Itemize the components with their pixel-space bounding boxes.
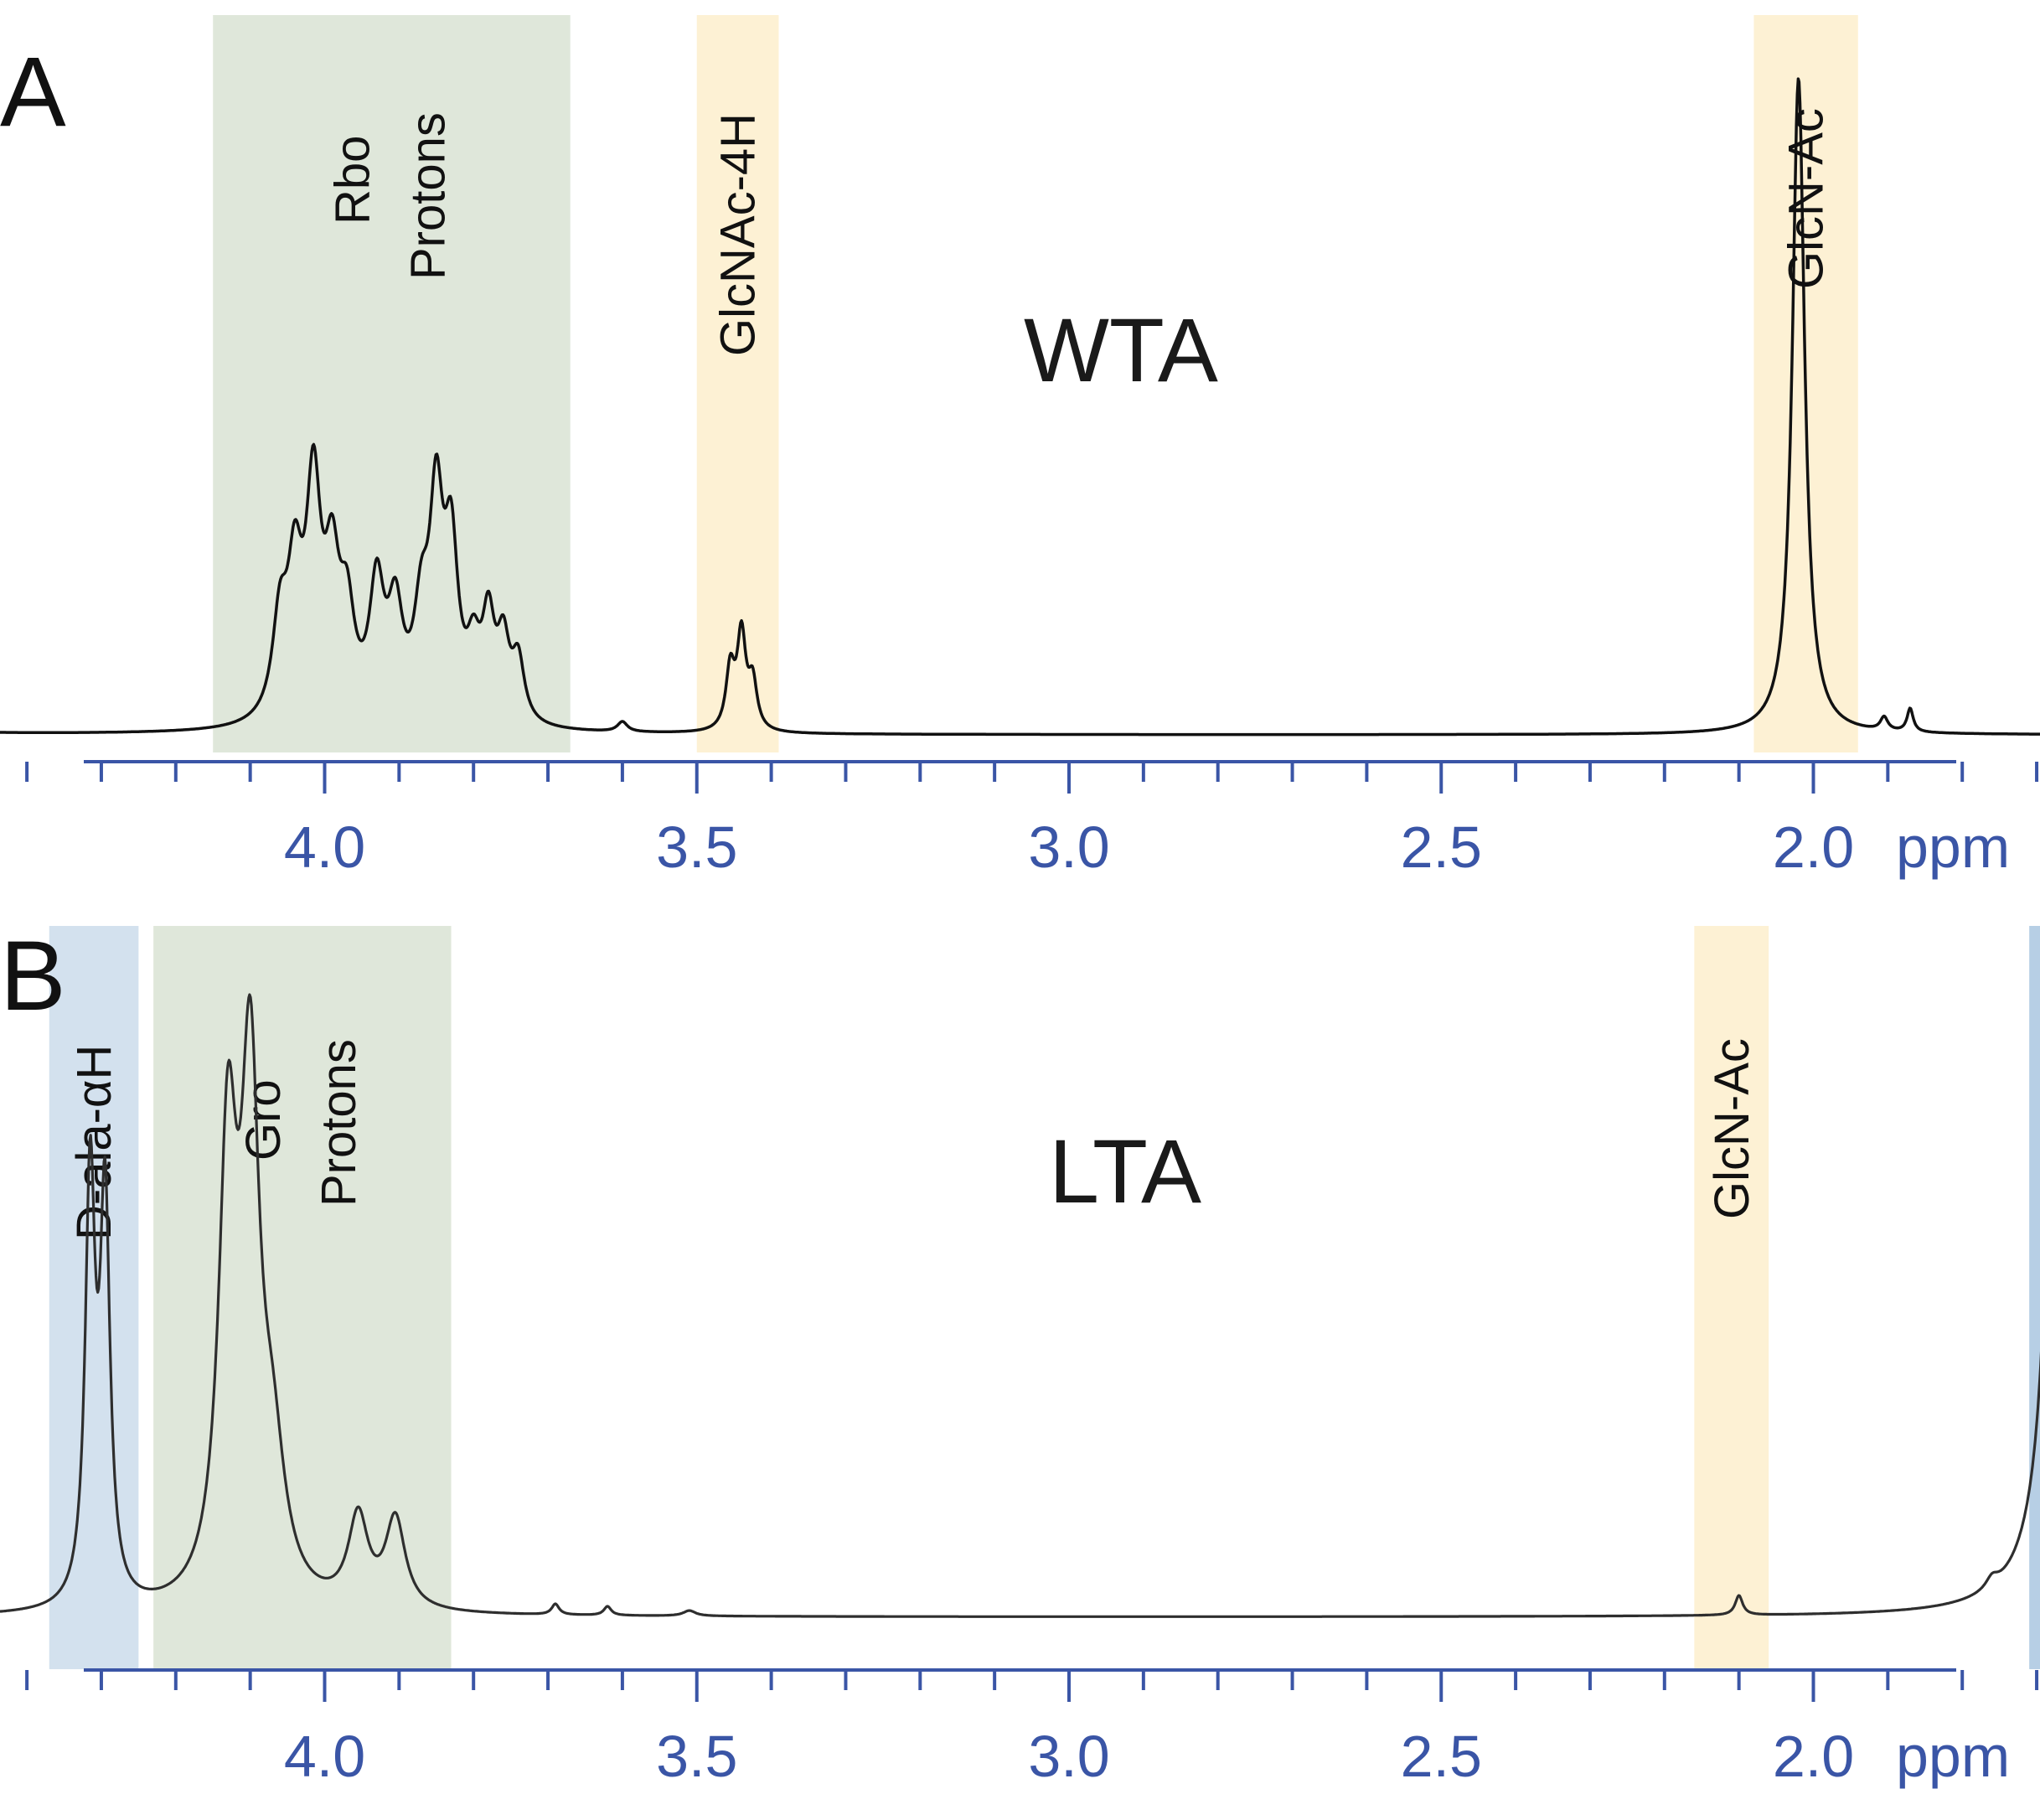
region-label: GlcN-Ac — [1705, 1038, 1759, 1219]
region-band — [49, 926, 139, 1669]
region-band — [1694, 926, 1769, 1669]
tick-label: 3.5 — [656, 1724, 737, 1789]
panel-b: Gro-2-CHGlcNAc-1HD-ala-αHGroProtonsGlcN-… — [0, 921, 2040, 1789]
panel-b-region-labels: Gro-2-CHGlcNAc-1HD-ala-αHGroProtonsGlcN-… — [67, 1038, 1759, 1240]
tick-label: 2.5 — [1401, 814, 1482, 880]
tick-label: 4.0 — [284, 814, 365, 880]
region-label: GlcNAc-4H — [711, 113, 766, 356]
tick-label: 2.5 — [1401, 1724, 1482, 1789]
region-band — [213, 15, 571, 752]
panel-a-title: WTA — [1024, 299, 1218, 401]
region-label: GlcN-Ac — [1779, 108, 1834, 289]
region-band — [153, 926, 452, 1669]
panel-b-title: LTA — [1049, 1120, 1201, 1222]
tick-label: 3.5 — [656, 814, 737, 880]
region-label: Protons — [312, 1039, 366, 1207]
panel-a-spectrum-trace — [0, 77, 2040, 737]
panel-b-letter: B — [0, 921, 66, 1032]
region-label: Protons — [400, 112, 455, 280]
tick-label: 3.0 — [1028, 1724, 1109, 1789]
panel-b-spectrum-trace — [0, 993, 2040, 1618]
region-label: Rbo — [325, 136, 380, 225]
region-band — [2029, 926, 2040, 1669]
panel-a-letter: A — [0, 37, 66, 147]
tick-label: 2.0 — [1773, 1724, 1854, 1789]
tick-label: 3.0 — [1028, 814, 1109, 880]
tick-label: 4.0 — [284, 1724, 365, 1789]
tick-label: 2.0 — [1773, 814, 1854, 880]
region-label: Gro — [236, 1079, 291, 1161]
axis-unit-label: ppm — [1896, 814, 2010, 880]
region-band — [696, 15, 779, 752]
panel-a-regions — [213, 15, 1858, 752]
panel-b-regions — [49, 926, 2040, 1669]
axis-unit-label: ppm — [1896, 1724, 2010, 1789]
